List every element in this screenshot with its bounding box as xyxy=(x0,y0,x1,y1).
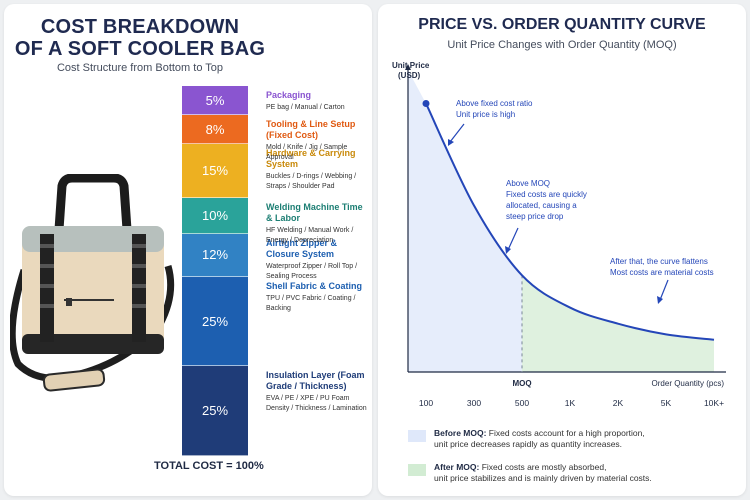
cost-segment-desc-3: HF Welding / Manual Work / Energy / Depre… xyxy=(266,226,370,246)
cost-breakdown-subtitle: Cost Structure from Bottom to Top xyxy=(56,62,224,74)
cost-segment-desc-line2-0: Density / Thickness / Lamination xyxy=(266,405,367,413)
cost-segment-desc-1: TPU / PVC Fabric / Coating / Backing xyxy=(266,294,370,314)
legend-swatch-before xyxy=(408,430,426,442)
legend-label-before: Before MOQ: xyxy=(434,428,487,438)
cost-segment-name-2: Airtight Zipper & Closure System xyxy=(266,237,337,259)
cost-breakdown-title: COST BREAKDOWN OF A SOFT COOLER BAG xyxy=(4,16,276,60)
cost-segment-label-3: Welding Machine Time & Labor HF Welding /… xyxy=(266,202,370,246)
cost-segment-desc-line2-4: Straps / Shoulder Pad xyxy=(266,183,335,191)
cost-segment-label-1: Shell Fabric & Coating TPU / PVC Fabric /… xyxy=(266,281,370,314)
legend-swatch-after xyxy=(408,464,426,476)
cost-segment-label-5: Tooling & Line Setup (Fixed Cost) Mold / … xyxy=(266,119,370,163)
after-moq-region xyxy=(522,275,714,372)
cost-segment-desc-line1-1: TPU / PVC Fabric / Coating / xyxy=(266,294,356,302)
annotation-3-line-1: After that, the curve flattens xyxy=(610,257,708,266)
annotation-curve-flattens: After that, the curve flattens Most costs… xyxy=(610,257,714,277)
cost-segment-label-4: Hardware & Carrying System Buckles / D-ri… xyxy=(266,148,370,192)
annotation-2-line-1: Above MOQ xyxy=(506,179,550,188)
cost-segment-desc-6: PE bag / Manual / Carton xyxy=(266,103,370,113)
cost-segment-name-3: Welding Machine Time & Labor xyxy=(266,201,363,223)
cost-segment-desc-line2-5: Approval xyxy=(266,154,294,162)
x-tick-label-5: 5K xyxy=(661,398,672,408)
price-curve-line xyxy=(425,103,715,341)
annotation-2-arrowhead xyxy=(505,246,511,254)
cost-segment-desc-line1-2: Waterproof Zipper / Roll Top / xyxy=(266,262,358,270)
before-region-mask xyxy=(408,70,522,276)
cost-segment-name-6: Packaging xyxy=(266,90,312,100)
y-axis-label-line2: (USD) xyxy=(398,71,421,80)
legend-text-after: After MOQ: Fixed costs are mostly absorb… xyxy=(434,462,734,484)
total-cost-label: TOTAL COST = 100% xyxy=(154,460,264,472)
annotation-1-arrowhead xyxy=(448,139,454,146)
cost-segment-6: 5% xyxy=(182,86,248,116)
cost-segment-name-4: Hardware & Carrying System xyxy=(266,148,356,170)
cost-segment-desc-2: Waterproof Zipper / Roll Top / Sealing Pr… xyxy=(266,262,370,282)
price-curve-subtitle: Unit Price Changes with Order Quantity (… xyxy=(447,39,677,51)
legend-line1-after: Fixed costs are mostly absorbed, xyxy=(481,462,607,472)
annotation-above-fixed-cost: Above fixed cost ratio Unit price is high xyxy=(456,99,533,119)
cost-segment-desc-line1-3: HF Welding / Manual Work / xyxy=(266,226,354,234)
cost-segment-desc-line2-2: Sealing Process xyxy=(266,272,317,280)
cost-segment-desc-line2-1: Backing xyxy=(266,304,291,312)
cost-segment-label-2: Airtight Zipper & Closure System Waterpro… xyxy=(266,238,370,282)
cost-segment-name-1: Shell Fabric & Coating xyxy=(266,280,363,291)
cost-segment-name-5: Tooling & Line Setup (Fixed Cost) xyxy=(266,119,356,141)
x-tick-label-4: 2K xyxy=(613,398,624,408)
cost-segment-5: 8% xyxy=(182,115,248,145)
cost-breakdown-panel: COST BREAKDOWN OF A SOFT COOLER BAG Cost… xyxy=(4,4,372,496)
cost-segment-4: 15% xyxy=(182,144,248,198)
annotation-1-line-1: Above fixed cost ratio xyxy=(456,99,533,108)
cost-segment-desc-0: EVA / PE / XPE / PU Foam Density / Thickn… xyxy=(266,394,370,414)
cost-segment-desc-line1-5: Mold / Knife / Jig / Sample xyxy=(266,144,348,152)
cost-segment-3: 10% xyxy=(182,197,248,234)
cost-segment-desc-4: Buckles / D-rings / Webbing / Straps / Sh… xyxy=(266,172,370,192)
legend-line2-before: unit price decreases rapidly as quantity… xyxy=(434,439,623,449)
price-curve-chart: Unit Price(USD) Order Quantity (pcs) MOQ 10… xyxy=(392,61,726,408)
cost-segment-desc-5: Mold / Knife / Jig / Sample Approval xyxy=(266,143,370,163)
annotation-2-line-4: steep price drop xyxy=(506,212,564,221)
x-axis-label: Order Quantity (pcs) xyxy=(652,379,725,388)
legend-line2-after: unit price stabilizes and is mainly driv… xyxy=(434,473,652,483)
title-line-2: OF A SOFT COOLER BAG xyxy=(14,38,266,60)
curve-start-point xyxy=(422,99,430,107)
x-tick-label-6: 10K+ xyxy=(704,398,724,408)
cost-segment-label-6: Packaging PE bag / Manual / Carton xyxy=(266,90,370,113)
price-curve-title: PRICE VS. ORDER QUANTITY CURVE xyxy=(418,16,706,33)
cost-segment-desc-line1-0: EVA / PE / XPE / PU Foam xyxy=(266,395,350,403)
x-tick-label-1: 300 xyxy=(467,398,481,408)
annotation-1-line-2: Unit price is high xyxy=(456,110,515,119)
x-tick-label-0: 100 xyxy=(419,398,433,408)
price-curve-panel: PRICE VS. ORDER QUANTITY CURVE Unit Pric… xyxy=(378,4,746,496)
cost-segment-name-0: Insulation Layer (Foam Grade / Thickness… xyxy=(266,370,365,392)
cost-segment-desc-line2-3: Energy / Depreciation xyxy=(266,236,334,244)
cost-segment-label-0: Insulation Layer (Foam Grade / Thickness… xyxy=(266,370,370,414)
annotation-1-arrow xyxy=(449,123,465,143)
annotation-2-arrow xyxy=(507,227,519,251)
annotation-above-moq: Above MOQ Fixed costs are quickly allocate… xyxy=(506,179,587,221)
y-axis-label-line1: Unit Price xyxy=(392,61,430,70)
cost-segment-0: 25% xyxy=(182,366,248,456)
moq-axis-label: MOQ xyxy=(512,379,531,388)
annotation-3-arrowhead xyxy=(657,296,663,304)
legend-label-after: After MOQ: xyxy=(434,462,480,472)
annotation-3-arrow xyxy=(659,279,669,301)
x-tick-label-2: 500 xyxy=(515,398,529,408)
annotation-3-line-2: Most costs are material costs xyxy=(610,268,714,277)
x-tick-label-3: 1K xyxy=(565,398,576,408)
legend-line1-before: Fixed costs account for a high proportio… xyxy=(488,428,645,438)
cooler-bag-illustration xyxy=(10,174,175,392)
y-axis-arrow xyxy=(405,64,411,70)
annotation-2-line-2: Fixed costs are quickly xyxy=(506,190,587,199)
cost-segment-desc-line1-6: PE bag / Manual / Carton xyxy=(266,104,345,111)
annotation-2-line-3: allocated, causing a xyxy=(506,201,577,210)
cost-segment-2: 12% xyxy=(182,233,248,277)
cost-segment-desc-line1-4: Buckles / D-rings / Webbing / xyxy=(266,173,357,181)
title-line-1: COST BREAKDOWN xyxy=(40,16,240,38)
legend-text-before: Before MOQ: Fixed costs account for a hi… xyxy=(434,428,734,450)
cost-segment-1: 25% xyxy=(182,276,248,367)
